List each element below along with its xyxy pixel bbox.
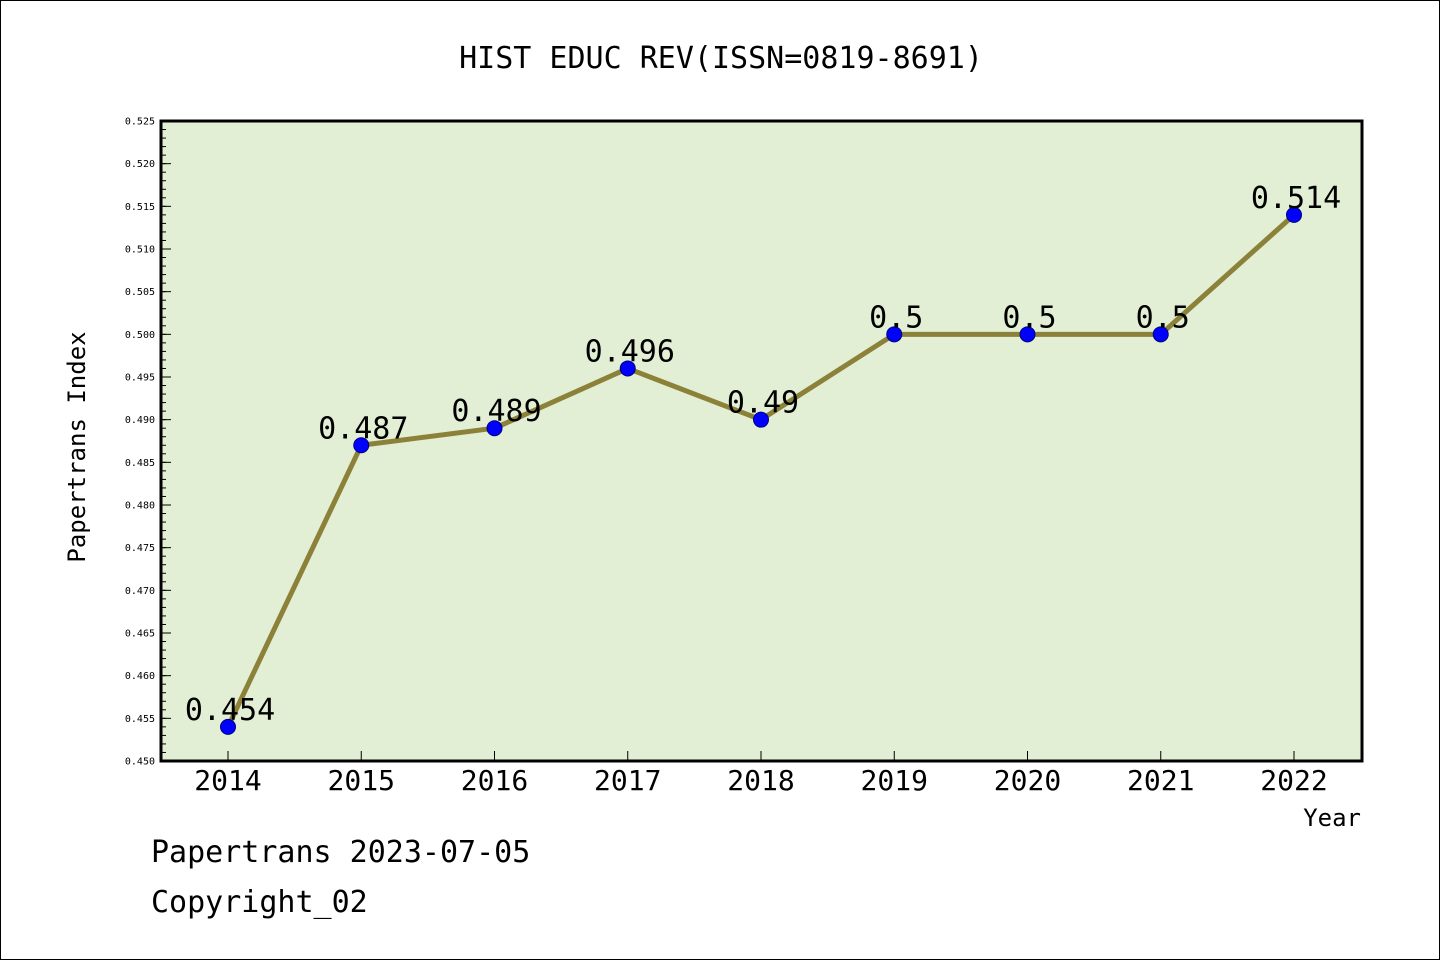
y-tick-label: 0.460 xyxy=(125,671,155,682)
data-label: 0.514 xyxy=(1251,181,1341,216)
y-tick-label: 0.490 xyxy=(125,415,155,426)
data-label: 0.487 xyxy=(318,411,408,446)
y-tick-label: 0.455 xyxy=(125,714,155,725)
footer-date: Papertrans 2023-07-05 xyxy=(151,835,531,870)
y-tick-label: 0.515 xyxy=(125,202,155,213)
x-tick-label: 2014 xyxy=(194,764,261,797)
y-tick-label: 0.485 xyxy=(125,458,155,469)
data-label: 0.5 xyxy=(1002,300,1056,335)
y-tick-label: 0.510 xyxy=(125,245,155,256)
data-point xyxy=(886,326,903,343)
data-label: 0.49 xyxy=(727,386,799,421)
x-axis-ticks: 2014 2015 2016 2017 2018 2019 2020 2021 2022 xyxy=(194,751,1328,797)
data-point xyxy=(619,360,636,377)
data-label: 0.454 xyxy=(185,693,275,728)
chart-title: HIST EDUC REV(ISSN=0819-8691) xyxy=(459,41,983,76)
x-tick-label: 2019 xyxy=(861,764,928,797)
y-tick-label: 0.525 xyxy=(125,117,155,128)
y-tick-label: 0.495 xyxy=(125,373,155,384)
x-tick-label: 2022 xyxy=(1260,764,1327,797)
plot-border xyxy=(159,119,1364,763)
y-tick-label: 0.520 xyxy=(125,159,155,170)
y-tick-label: 0.480 xyxy=(125,501,155,512)
data-label: 0.489 xyxy=(451,394,541,429)
data-point xyxy=(1019,326,1036,343)
x-tick-label: 2016 xyxy=(461,764,528,797)
x-tick-label: 2015 xyxy=(328,764,395,797)
y-tick-label: 0.465 xyxy=(125,629,155,640)
data-point xyxy=(486,420,503,437)
x-tick-label: 2018 xyxy=(727,764,794,797)
data-markers xyxy=(220,206,1302,735)
data-label: 0.496 xyxy=(585,334,675,369)
data-point xyxy=(1286,206,1302,223)
y-tick-label: 0.450 xyxy=(125,757,155,768)
x-tick-label: 2017 xyxy=(594,764,661,797)
data-point xyxy=(1152,326,1169,343)
data-point xyxy=(353,437,370,454)
data-labels: 0.454 0.487 0.489 0.496 0.49 0.5 0.5 0.5 0.514 xyxy=(185,181,1341,728)
y-tick-label: 0.470 xyxy=(125,586,155,597)
x-axis-label: Year xyxy=(1303,804,1361,832)
y-axis-ticks: 0.450 0.455 0.460 0.465 0.470 0.475 0.480 0.485… xyxy=(125,117,171,768)
y-axis-label: Papertrans Index xyxy=(63,331,91,562)
data-point xyxy=(220,718,236,735)
y-tick-label: 0.505 xyxy=(125,287,155,298)
y-tick-label: 0.500 xyxy=(125,330,155,341)
footer-copyright: Copyright_02 xyxy=(151,885,368,920)
data-label: 0.5 xyxy=(1136,300,1190,335)
x-tick-label: 2021 xyxy=(1127,764,1194,797)
data-point xyxy=(753,411,769,428)
data-label: 0.5 xyxy=(869,300,923,335)
y-tick-label: 0.475 xyxy=(125,543,155,554)
x-tick-label: 2020 xyxy=(994,764,1061,797)
